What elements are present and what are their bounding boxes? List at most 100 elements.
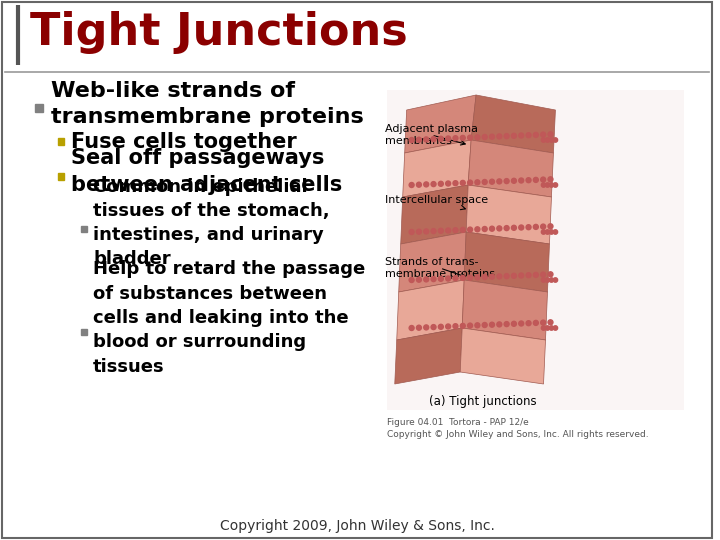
Circle shape xyxy=(541,183,546,187)
Circle shape xyxy=(534,272,539,278)
Bar xyxy=(35,104,42,112)
Circle shape xyxy=(460,275,465,280)
Circle shape xyxy=(553,326,557,330)
Polygon shape xyxy=(462,280,547,340)
Circle shape xyxy=(446,136,451,141)
Bar xyxy=(81,226,87,232)
Circle shape xyxy=(504,133,509,139)
Text: Seal off passageways
between adjacent cells: Seal off passageways between adjacent ce… xyxy=(71,148,343,195)
Circle shape xyxy=(541,320,546,325)
Circle shape xyxy=(446,228,451,233)
Circle shape xyxy=(518,225,523,230)
Circle shape xyxy=(482,179,487,185)
Circle shape xyxy=(545,138,549,142)
Circle shape xyxy=(534,178,539,183)
Circle shape xyxy=(460,180,465,185)
Circle shape xyxy=(431,325,436,329)
Bar xyxy=(387,90,685,410)
Circle shape xyxy=(549,230,554,234)
Circle shape xyxy=(504,274,509,279)
Text: Copyright 2009, John Wiley & Sons, Inc.: Copyright 2009, John Wiley & Sons, Inc. xyxy=(220,519,495,533)
Circle shape xyxy=(416,277,421,282)
Polygon shape xyxy=(402,140,471,197)
Circle shape xyxy=(526,321,531,326)
Circle shape xyxy=(526,178,531,183)
Circle shape xyxy=(553,183,557,187)
Circle shape xyxy=(467,323,472,328)
Circle shape xyxy=(460,136,465,140)
Polygon shape xyxy=(405,95,476,153)
Circle shape xyxy=(431,276,436,281)
Circle shape xyxy=(541,326,546,330)
Circle shape xyxy=(490,322,495,327)
Text: Web-like strands of
transmembrane proteins: Web-like strands of transmembrane protei… xyxy=(50,81,364,127)
Circle shape xyxy=(482,322,487,327)
Circle shape xyxy=(526,273,531,278)
Circle shape xyxy=(453,276,458,281)
Circle shape xyxy=(409,278,414,282)
Circle shape xyxy=(431,137,436,141)
Circle shape xyxy=(497,134,502,139)
Circle shape xyxy=(424,137,428,142)
Circle shape xyxy=(475,135,480,140)
Circle shape xyxy=(467,227,472,232)
Polygon shape xyxy=(395,328,462,384)
Circle shape xyxy=(460,227,465,232)
Circle shape xyxy=(438,228,444,233)
Circle shape xyxy=(511,225,516,230)
Circle shape xyxy=(548,132,553,137)
Circle shape xyxy=(490,226,495,231)
Bar xyxy=(58,173,65,180)
Text: Intercellular space: Intercellular space xyxy=(384,195,488,210)
Circle shape xyxy=(497,179,502,184)
Circle shape xyxy=(549,183,554,187)
Bar xyxy=(81,329,87,335)
Circle shape xyxy=(475,227,480,232)
Text: (a) Tight junctions: (a) Tight junctions xyxy=(429,395,537,408)
Circle shape xyxy=(504,322,509,327)
Circle shape xyxy=(416,137,421,142)
Circle shape xyxy=(475,323,480,328)
Circle shape xyxy=(511,321,516,326)
Text: Adjacent plasma
membranes: Adjacent plasma membranes xyxy=(384,124,478,146)
Circle shape xyxy=(446,324,451,329)
Circle shape xyxy=(534,132,539,137)
Circle shape xyxy=(409,183,414,187)
Circle shape xyxy=(541,230,546,234)
Circle shape xyxy=(438,276,444,281)
Circle shape xyxy=(453,323,458,329)
Circle shape xyxy=(482,134,487,139)
Circle shape xyxy=(549,278,554,282)
Circle shape xyxy=(467,135,472,140)
Circle shape xyxy=(549,326,554,330)
Circle shape xyxy=(409,230,414,234)
Circle shape xyxy=(424,277,428,282)
Circle shape xyxy=(424,325,428,330)
Circle shape xyxy=(518,133,523,138)
Circle shape xyxy=(482,226,487,232)
Circle shape xyxy=(541,138,546,142)
Text: Help to retard the passage
of substances between
cells and leaking into the
bloo: Help to retard the passage of substances… xyxy=(93,260,366,376)
Circle shape xyxy=(549,138,554,142)
Circle shape xyxy=(504,226,509,231)
Circle shape xyxy=(446,276,451,281)
Circle shape xyxy=(553,278,557,282)
Circle shape xyxy=(526,225,531,230)
Circle shape xyxy=(453,181,458,186)
Circle shape xyxy=(504,179,509,184)
Circle shape xyxy=(511,273,516,278)
Circle shape xyxy=(553,138,557,142)
Polygon shape xyxy=(468,140,554,197)
Polygon shape xyxy=(471,95,555,153)
Circle shape xyxy=(548,224,553,229)
Circle shape xyxy=(409,326,414,330)
Circle shape xyxy=(467,275,472,280)
Circle shape xyxy=(438,181,444,186)
Circle shape xyxy=(467,180,472,185)
Circle shape xyxy=(453,136,458,141)
Circle shape xyxy=(460,323,465,328)
Circle shape xyxy=(482,274,487,280)
Circle shape xyxy=(431,228,436,234)
Circle shape xyxy=(438,136,444,141)
Circle shape xyxy=(545,183,549,187)
